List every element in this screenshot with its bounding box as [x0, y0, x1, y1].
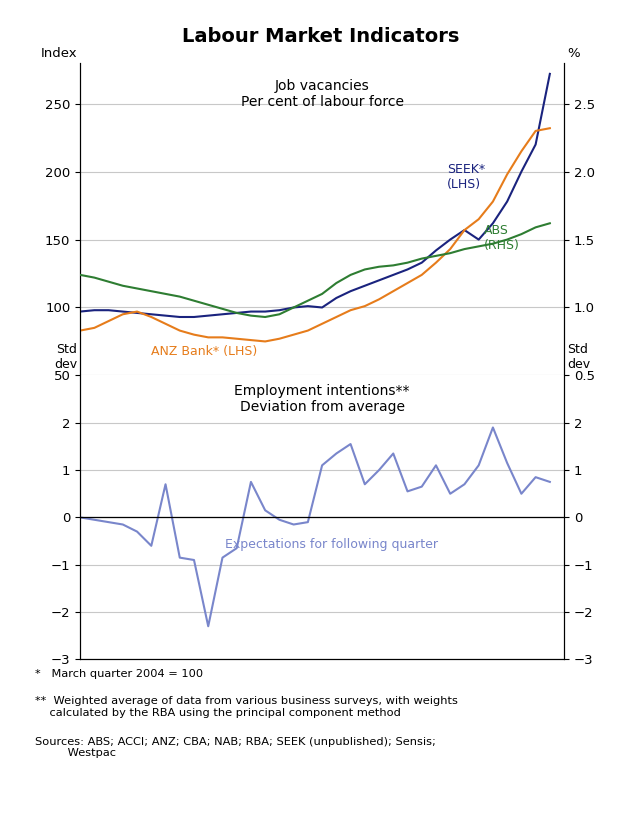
Text: ABS
(RHS): ABS (RHS) — [485, 224, 520, 252]
Text: Std
dev: Std dev — [54, 344, 77, 371]
Text: Employment intentions**
Deviation from average: Employment intentions** Deviation from a… — [235, 384, 410, 414]
Text: Job vacancies
Per cent of labour force: Job vacancies Per cent of labour force — [240, 79, 404, 109]
Text: Expectations for following quarter: Expectations for following quarter — [225, 538, 438, 551]
Text: Labour Market Indicators: Labour Market Indicators — [182, 27, 459, 46]
Text: %: % — [567, 48, 580, 60]
Text: ANZ Bank* (LHS): ANZ Bank* (LHS) — [151, 345, 258, 358]
Text: *   March quarter 2004 = 100: * March quarter 2004 = 100 — [35, 669, 203, 680]
Text: Std
dev: Std dev — [567, 344, 590, 371]
Text: SEEK*
(LHS): SEEK* (LHS) — [447, 163, 485, 191]
Text: Index: Index — [40, 48, 77, 60]
Text: Sources: ABS; ACCI; ANZ; CBA; NAB; RBA; SEEK (unpublished); Sensis;
         Wes: Sources: ABS; ACCI; ANZ; CBA; NAB; RBA; … — [35, 737, 436, 759]
Text: **  Weighted average of data from various business surveys, with weights
    cal: ** Weighted average of data from various… — [35, 696, 458, 718]
